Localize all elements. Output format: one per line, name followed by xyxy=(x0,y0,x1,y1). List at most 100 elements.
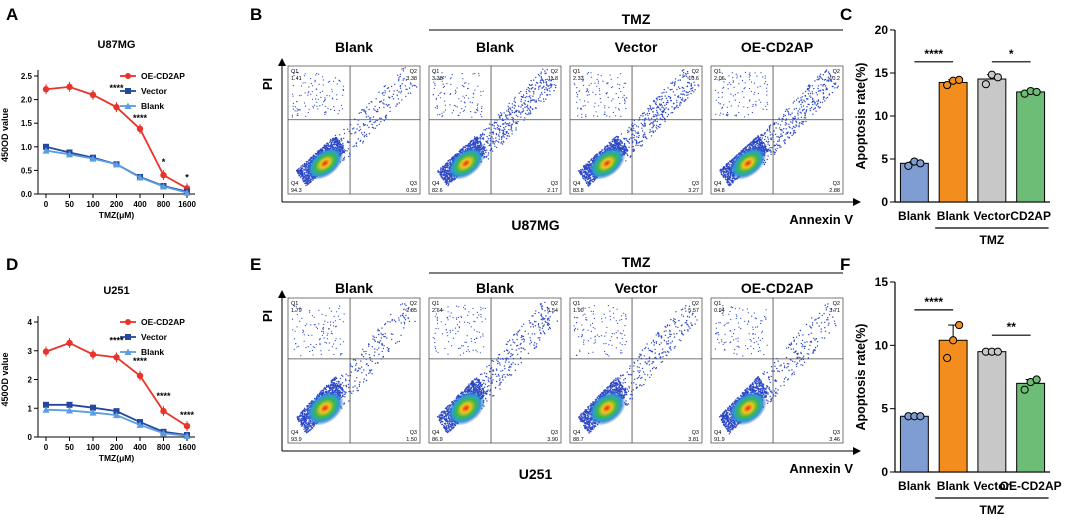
b-event-dot xyxy=(332,141,333,142)
b-event-dot xyxy=(513,118,514,119)
b-event-dot xyxy=(475,142,476,143)
b-event-dot xyxy=(334,110,335,111)
b-event-dot xyxy=(354,145,355,146)
b-event-dot xyxy=(324,112,325,113)
b-event-dot xyxy=(324,114,325,115)
b-event-dot xyxy=(632,137,633,138)
b-event-dot xyxy=(597,116,598,117)
b-event-dot xyxy=(331,144,332,145)
b-quadrant-q3-value: 3.27 xyxy=(688,188,699,194)
b-event-dot xyxy=(502,143,503,144)
panel-letter-a: A xyxy=(6,5,18,24)
b-event-dot xyxy=(594,180,595,181)
b-event-dot xyxy=(343,138,344,139)
b-event-dot xyxy=(382,93,383,94)
b-event-dot xyxy=(444,174,445,175)
b-event-dot xyxy=(311,83,312,84)
b-event-dot xyxy=(549,90,550,91)
b-event-dot xyxy=(618,142,619,143)
b-event-dot xyxy=(350,124,351,125)
b-event-dot xyxy=(488,138,489,139)
b-event-dot xyxy=(510,107,511,108)
b-event-dot xyxy=(622,143,623,144)
b-event-dot xyxy=(501,141,502,142)
b-event-dot xyxy=(662,105,663,106)
b-event-dot xyxy=(308,160,309,161)
b-quadrant-q1-value: 3.38 xyxy=(432,76,443,82)
b-event-dot xyxy=(497,124,498,125)
b-event-dot xyxy=(387,88,388,89)
b-event-dot xyxy=(511,125,512,126)
b-event-dot xyxy=(489,135,490,136)
b-event-dot xyxy=(642,113,643,114)
b-event-dot xyxy=(666,102,667,103)
d-point xyxy=(43,348,49,354)
f-y-tick-label: 15 xyxy=(875,275,889,289)
b-event-dot xyxy=(659,127,660,128)
b-event-dot xyxy=(360,112,361,113)
a-y-label: 450OD value xyxy=(0,108,10,162)
b-event-dot xyxy=(342,149,343,150)
b-event-dot xyxy=(533,80,534,81)
b-event-dot xyxy=(314,81,315,82)
b-event-dot xyxy=(406,89,407,90)
b-event-dot xyxy=(354,132,355,133)
b-event-dot xyxy=(474,73,475,74)
b-event-dot xyxy=(499,132,500,133)
b-event-dot xyxy=(607,82,608,83)
b-event-dot xyxy=(479,141,480,142)
panel-letter-f: F xyxy=(840,255,850,274)
b-event-dot xyxy=(489,145,490,146)
a-point xyxy=(137,126,143,132)
b-quadrant-q4-value: 82.6 xyxy=(432,188,443,194)
b-event-dot xyxy=(656,118,657,119)
f-y-tick-label: 5 xyxy=(881,402,888,416)
b-event-dot xyxy=(641,128,642,129)
b-event-dot xyxy=(621,141,622,142)
b-event-dot xyxy=(525,97,526,98)
b-event-dot xyxy=(441,113,442,114)
b-event-dot xyxy=(574,83,575,84)
b-event-dot xyxy=(496,147,497,148)
b-event-dot xyxy=(478,141,479,142)
b-event-dot xyxy=(511,127,512,128)
b-event-dot xyxy=(501,113,502,114)
b-event-dot xyxy=(496,122,497,123)
b-event-dot xyxy=(599,94,600,95)
b-event-dot xyxy=(617,84,618,85)
c-y-tick-label: 0 xyxy=(881,195,888,209)
b-event-dot xyxy=(638,137,639,138)
c-data-point xyxy=(982,81,989,88)
c-data-point xyxy=(917,160,924,167)
b-event-dot xyxy=(397,75,398,76)
b-event-dot xyxy=(347,141,348,142)
b-event-dot xyxy=(387,105,388,106)
b-quadrant-q2-name: Q2 xyxy=(692,69,699,75)
b-event-dot xyxy=(477,103,478,104)
b-event-dot xyxy=(543,86,544,87)
b-event-dot xyxy=(448,160,449,161)
b-event-dot xyxy=(627,132,628,133)
b-event-dot xyxy=(301,168,302,169)
f-bar xyxy=(978,352,1006,472)
b-event-dot xyxy=(514,108,515,109)
b-event-dot xyxy=(447,164,448,165)
b-event-dot xyxy=(384,90,385,91)
b-event-dot xyxy=(633,149,634,150)
b-event-dot xyxy=(478,73,479,74)
b-event-dot xyxy=(366,134,367,135)
b-quadrant-q4-name: Q4 xyxy=(432,181,439,187)
b-event-dot xyxy=(444,182,445,183)
d-legend-label: OE-CD2AP xyxy=(141,317,185,327)
b-event-dot xyxy=(587,164,588,165)
b-event-dot xyxy=(653,126,654,127)
b-event-dot xyxy=(449,181,450,182)
b-event-dot xyxy=(316,89,317,90)
b-event-dot xyxy=(295,110,296,111)
b-event-dot xyxy=(660,124,661,125)
b-event-dot xyxy=(480,137,481,138)
d-x-tick-label: 400 xyxy=(133,443,147,452)
b-event-dot xyxy=(611,87,612,88)
b-event-dot xyxy=(526,114,527,115)
b-event-dot xyxy=(402,79,403,80)
